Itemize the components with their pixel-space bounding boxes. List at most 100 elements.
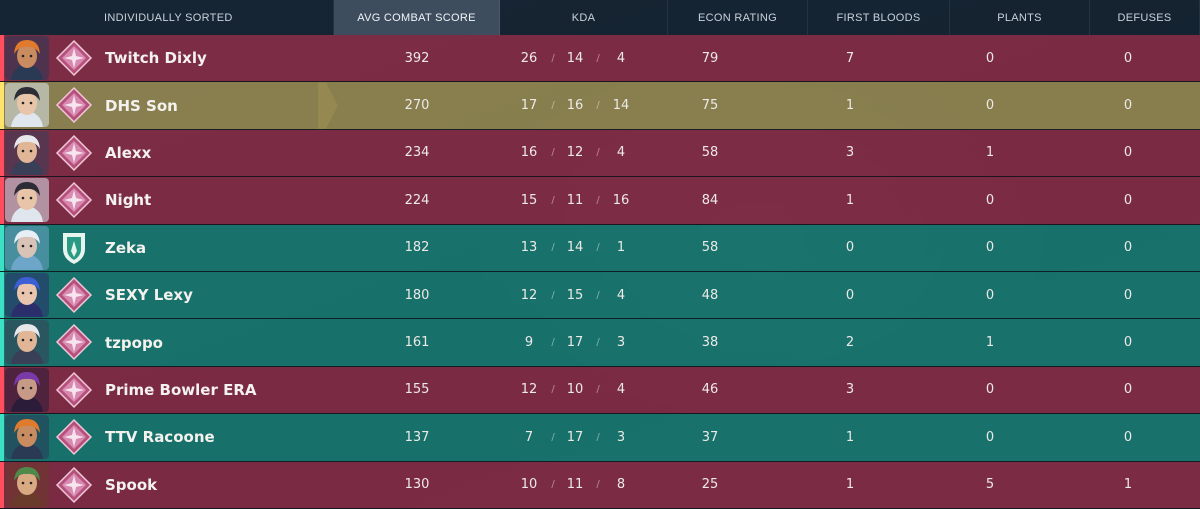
deaths-value: 17 [566,335,584,351]
team-color-bar [0,35,4,82]
first-bloods-value: 3 [845,382,855,398]
column-header-kda[interactable]: KDA [500,0,668,35]
player-row[interactable]: SEXY Lexy 180 12 / 15 / 4 48 0 0 0 [0,271,1200,320]
plants-value: 0 [985,240,995,256]
player-row[interactable]: TTV Racoone 137 7 / 17 / 3 37 1 0 0 [0,414,1200,462]
column-header-plants[interactable]: PLANTS [950,0,1090,35]
player-name[interactable]: Spook [105,475,158,494]
player-row[interactable]: Spook 130 10 / 11 / 8 25 1 5 1 [0,461,1200,509]
kills-value: 15 [520,192,538,208]
player-row[interactable]: DHS Son 270 17 / 16 / 14 75 1 0 0 [0,82,1200,130]
rank-diamond-icon [55,134,93,172]
first-bloods-value: 3 [845,145,855,161]
econ-value: 37 [701,429,719,445]
kda-value: 10 / 11 / 8 [500,462,668,508]
rank-diamond-icon [55,276,93,314]
econ-value: 79 [701,50,719,66]
player-name[interactable]: SEXY Lexy [105,286,193,305]
assists-value: 3 [616,429,626,445]
first-bloods-value: 1 [845,477,855,493]
plants-value: 0 [985,98,995,114]
kills-value: 7 [524,429,534,445]
kda-value: 13 / 14 / 1 [500,225,668,271]
player-row[interactable]: Zeka 182 13 / 14 / 1 58 0 0 0 [0,224,1200,272]
acs-value: 155 [404,382,430,398]
defuses-value: 0 [1123,98,1133,114]
kda-value: 7 / 17 / 3 [500,414,668,460]
plants-value: 0 [985,50,995,66]
team-color-bar [0,82,4,129]
kda-separator: / [551,194,555,206]
acs-value: 392 [404,50,430,66]
agent-hat-icon [5,130,49,175]
acs-value: 161 [404,335,430,351]
player-list: Twitch Dixly 392 26 / 14 / 4 79 7 0 0 DH… [0,35,1200,509]
player-row[interactable]: Prime Bowler ERA 155 12 / 10 / 4 46 3 0 … [0,366,1200,415]
player-row[interactable]: Twitch Dixly 392 26 / 14 / 4 79 7 0 0 [0,35,1200,83]
column-header-econ[interactable]: ECON RATING [668,0,808,35]
kda-value: 9 / 17 / 3 [500,319,668,365]
plants-value: 5 [985,477,995,493]
column-header-acs[interactable]: AVG COMBAT SCORE [334,0,500,35]
plants-value: 1 [985,335,995,351]
assists-value: 1 [616,240,626,256]
rank-diamond-icon [55,323,93,361]
kda-separator: / [551,479,555,491]
team-color-bar [0,319,4,366]
assists-value: 16 [612,192,630,208]
kda-separator: / [596,194,600,206]
kda-separator: / [596,147,600,159]
econ-value: 58 [701,145,719,161]
rank-diamond-icon [55,371,93,409]
player-name[interactable]: Twitch Dixly [105,49,207,68]
first-bloods-value: 1 [845,429,855,445]
econ-value: 58 [701,240,719,256]
team-color-bar [0,366,4,414]
kills-value: 17 [520,98,538,114]
kda-value: 16 / 12 / 4 [500,130,668,176]
assists-value: 8 [616,477,626,493]
econ-value: 46 [701,382,719,398]
player-name[interactable]: DHS Son [105,96,178,115]
deaths-value: 11 [566,477,584,493]
acs-value: 234 [404,145,430,161]
assists-value: 4 [616,382,626,398]
agent-green-bandana-icon [5,462,49,507]
player-name[interactable]: Alexx [105,143,152,162]
econ-value: 75 [701,98,719,114]
kda-value: 15 / 11 / 16 [500,177,668,223]
agent-hat-icon [5,320,49,365]
player-name[interactable]: Prime Bowler ERA [105,380,257,399]
assists-value: 3 [616,335,626,351]
kda-separator: / [551,100,555,112]
rank-platinum-icon [55,229,93,267]
team-color-bar [0,177,4,224]
acs-value: 270 [404,98,430,114]
player-name[interactable]: Night [105,191,152,210]
deaths-value: 11 [566,192,584,208]
rank-diamond-icon [55,466,93,504]
sort-mode-label[interactable]: INDIVIDUALLY SORTED [0,0,334,35]
first-bloods-value: 0 [845,240,855,256]
defuses-value: 0 [1123,240,1133,256]
player-row[interactable]: tzpopo 161 9 / 17 / 3 38 2 1 0 [0,319,1200,367]
player-name[interactable]: Zeka [105,238,147,257]
deaths-value: 10 [566,382,584,398]
player-name[interactable]: TTV Racoone [105,428,215,447]
kda-separator: / [551,289,555,301]
defuses-value: 0 [1123,145,1133,161]
econ-value: 38 [701,335,719,351]
player-row[interactable]: Night 224 15 / 11 / 16 84 1 0 0 [0,177,1200,225]
deaths-value: 15 [566,287,584,303]
player-row[interactable]: Alexx 234 16 / 12 / 4 58 3 1 0 [0,129,1200,178]
defuses-value: 0 [1123,50,1133,66]
column-header-defuses[interactable]: DEFUSES [1090,0,1200,35]
column-header-first-bloods[interactable]: FIRST BLOODS [808,0,950,35]
plants-value: 1 [985,145,995,161]
kills-value: 10 [520,477,538,493]
plants-value: 0 [985,382,995,398]
econ-value: 48 [701,287,719,303]
acs-value: 180 [404,287,430,303]
kda-separator: / [596,242,600,254]
player-name[interactable]: tzpopo [105,333,163,352]
